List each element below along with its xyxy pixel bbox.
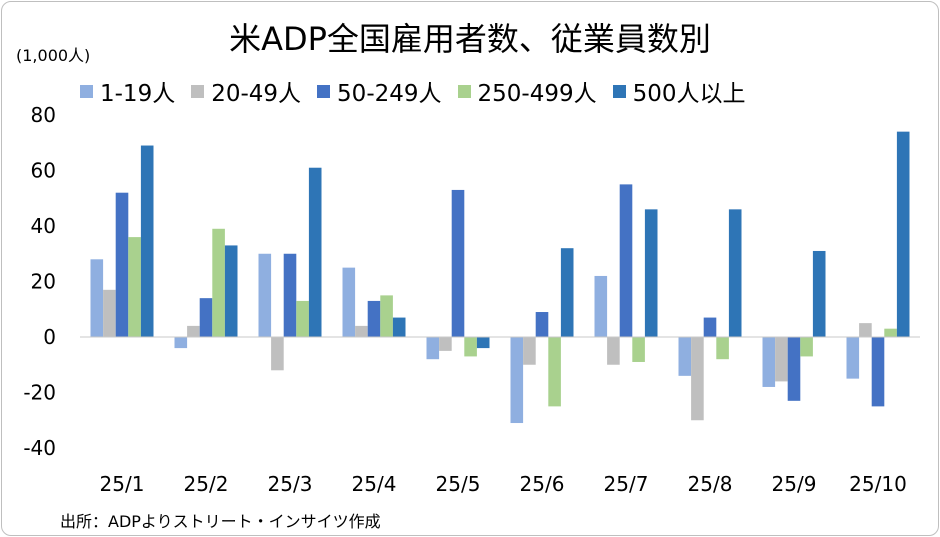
legend-label: 20-49人 — [211, 81, 302, 107]
legend-item: 20-49人 — [191, 74, 301, 108]
bar — [644, 209, 658, 337]
bar — [476, 337, 490, 349]
bar — [859, 323, 872, 338]
legend-item: 1-19人 — [80, 74, 175, 108]
bar — [716, 337, 729, 360]
y-unit-label: (1,000人) — [16, 46, 91, 65]
bar — [140, 145, 154, 337]
legend-swatch — [612, 84, 626, 98]
bar — [787, 337, 801, 401]
bar — [728, 209, 742, 337]
bar — [199, 298, 213, 337]
bar — [619, 184, 633, 338]
y-tick-label: 0 — [43, 325, 56, 349]
legend-item: 50-249人 — [317, 74, 442, 108]
legend-swatch — [191, 84, 205, 98]
x-tick-label: 25/1 — [100, 472, 145, 496]
legend: 1-19人 20-49人 50-249人 250-499人 500人以上 — [80, 78, 762, 107]
bar — [258, 253, 272, 337]
bar — [535, 312, 549, 337]
legend-label: 500人以上 — [632, 81, 746, 107]
legend-label: 50-249人 — [337, 81, 442, 107]
bar — [283, 253, 297, 337]
bar — [224, 245, 238, 337]
bar — [367, 300, 381, 337]
legend-label: 250-499人 — [477, 81, 597, 107]
bar — [115, 192, 129, 337]
y-tick-label: 40 — [31, 214, 56, 238]
legend-label: 1-19人 — [100, 81, 176, 107]
y-tick-label: 20 — [31, 270, 56, 294]
bar — [426, 337, 440, 360]
bar — [464, 337, 477, 357]
bar — [560, 248, 574, 337]
bar — [510, 337, 524, 424]
bar — [896, 131, 910, 337]
bar — [342, 267, 356, 338]
bar — [632, 337, 645, 362]
bar — [871, 337, 885, 407]
bar — [271, 337, 284, 371]
bar — [451, 189, 465, 337]
legend-swatch — [317, 84, 331, 98]
x-tick-label: 25/10 — [849, 472, 907, 496]
y-tick-label: 60 — [31, 159, 56, 183]
bar — [380, 295, 393, 338]
bar — [607, 337, 620, 365]
legend-item: 500人以上 — [612, 74, 746, 108]
bar — [523, 337, 536, 365]
bar — [90, 259, 104, 337]
bar — [355, 325, 368, 337]
bar — [187, 325, 200, 337]
x-tick-label: 25/6 — [520, 472, 565, 496]
bar — [884, 328, 897, 337]
x-tick-label: 25/8 — [688, 472, 733, 496]
bar — [308, 167, 322, 337]
x-tick-label: 25/9 — [772, 472, 817, 496]
x-tick-label: 25/5 — [436, 472, 481, 496]
bar — [812, 250, 826, 337]
bar — [762, 337, 776, 387]
bar — [691, 337, 704, 421]
bar — [594, 275, 608, 337]
legend-item: 250-499人 — [457, 74, 597, 108]
legend-swatch — [80, 84, 93, 98]
y-tick-label: 80 — [31, 103, 56, 127]
bar — [775, 337, 788, 382]
bar — [678, 337, 692, 376]
bar — [703, 317, 717, 337]
chart-title: 米ADP全国雇用者数、従業員数別 — [229, 20, 711, 58]
bar — [846, 337, 860, 379]
bar — [439, 337, 452, 351]
bar — [212, 228, 225, 337]
bar — [800, 337, 813, 357]
y-tick-label: -40 — [23, 436, 56, 460]
bar — [128, 237, 141, 337]
bar — [103, 289, 116, 337]
y-tick-label: -20 — [23, 381, 56, 405]
bar — [548, 337, 561, 407]
legend-swatch — [457, 84, 471, 98]
x-tick-label: 25/4 — [352, 472, 397, 496]
x-tick-label: 25/3 — [268, 472, 313, 496]
bar — [296, 300, 309, 337]
x-tick-label: 25/2 — [184, 472, 229, 496]
bar — [392, 317, 406, 337]
bar — [174, 337, 188, 349]
source-note: 出所：ADPよりストリート・インサイツ作成 — [60, 512, 381, 531]
x-tick-label: 25/7 — [604, 472, 649, 496]
